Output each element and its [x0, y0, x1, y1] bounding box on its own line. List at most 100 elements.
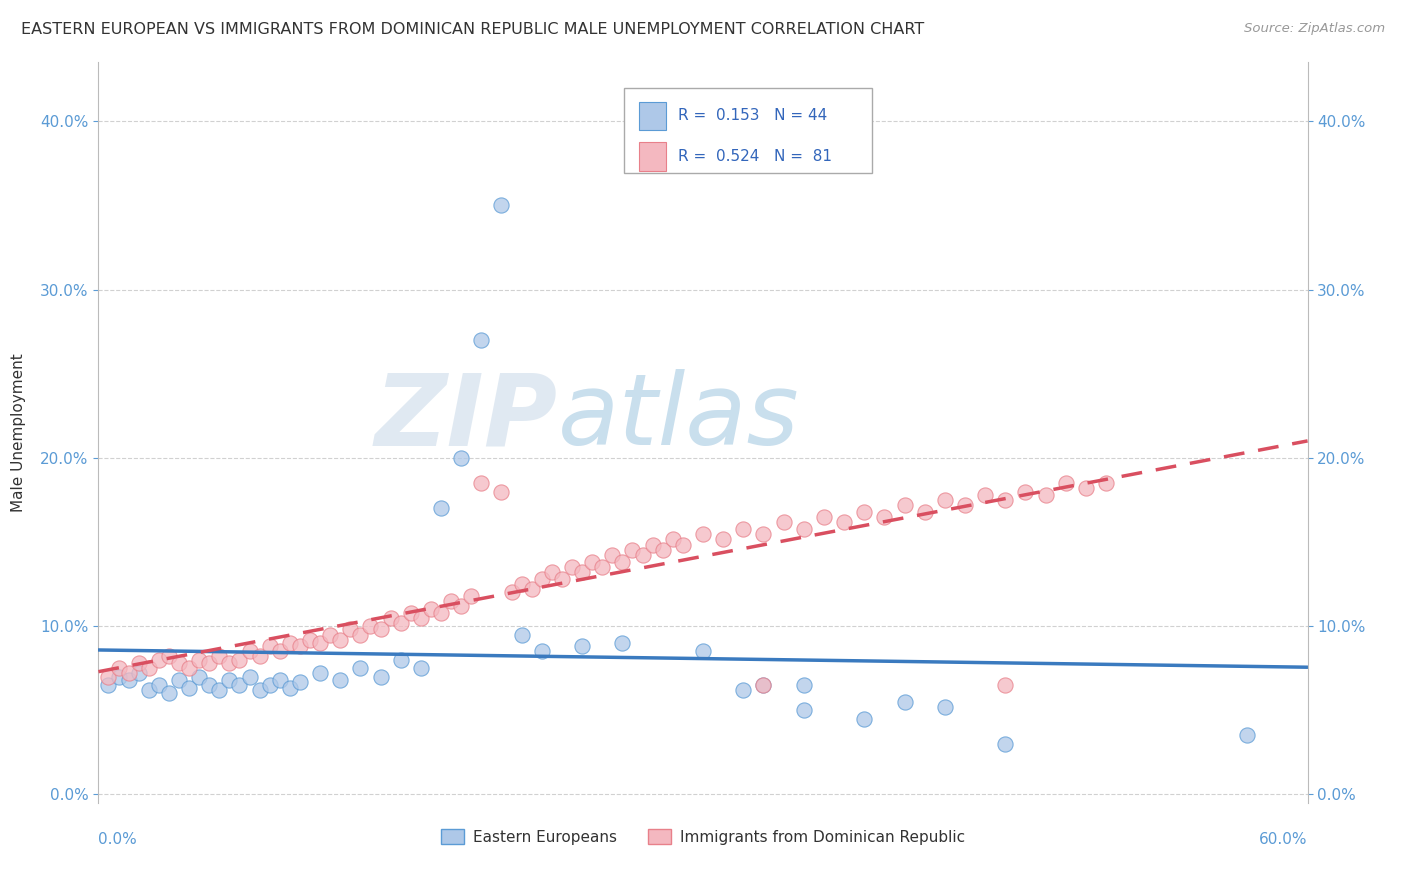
Point — [188, 670, 211, 684]
Point — [97, 678, 120, 692]
Point — [380, 610, 402, 624]
Point — [107, 670, 129, 684]
FancyBboxPatch shape — [638, 102, 665, 130]
Point — [470, 333, 492, 347]
Point — [661, 532, 683, 546]
Point — [239, 670, 262, 684]
Point — [752, 678, 775, 692]
Point — [118, 673, 141, 687]
Point — [793, 703, 815, 717]
Point — [309, 666, 332, 681]
Point — [430, 606, 453, 620]
Point — [530, 572, 553, 586]
Text: EASTERN EUROPEAN VS IMMIGRANTS FROM DOMINICAN REPUBLIC MALE UNEMPLOYMENT CORRELA: EASTERN EUROPEAN VS IMMIGRANTS FROM DOMI… — [21, 22, 924, 37]
Point — [571, 640, 593, 654]
Point — [1074, 481, 1097, 495]
Point — [239, 644, 262, 658]
Point — [893, 498, 915, 512]
Point — [107, 661, 129, 675]
Point — [561, 560, 583, 574]
Point — [1054, 476, 1077, 491]
Point — [188, 653, 211, 667]
Point — [994, 492, 1017, 507]
Point — [329, 632, 352, 647]
Point — [1236, 729, 1258, 743]
Point — [470, 476, 492, 491]
Point — [138, 661, 160, 675]
Point — [278, 681, 301, 696]
Text: atlas: atlas — [558, 369, 800, 467]
Point — [631, 549, 654, 563]
Point — [389, 615, 412, 630]
Point — [893, 695, 915, 709]
Point — [440, 594, 463, 608]
Point — [733, 683, 755, 698]
Point — [510, 577, 533, 591]
Point — [157, 649, 180, 664]
Point — [813, 509, 835, 524]
Point — [540, 566, 562, 580]
Point — [349, 661, 371, 675]
Point — [953, 498, 976, 512]
Point — [752, 678, 775, 692]
Point — [370, 623, 392, 637]
Text: 60.0%: 60.0% — [1260, 832, 1308, 847]
Point — [409, 661, 432, 675]
Point — [832, 515, 855, 529]
Point — [167, 656, 190, 670]
Point — [1095, 476, 1118, 491]
Point — [409, 610, 432, 624]
Point — [288, 674, 311, 689]
Point — [612, 555, 634, 569]
Point — [278, 636, 301, 650]
Y-axis label: Male Unemployment: Male Unemployment — [11, 353, 27, 512]
Point — [612, 636, 634, 650]
Point — [309, 636, 332, 650]
Point — [450, 450, 472, 465]
Point — [793, 522, 815, 536]
Point — [299, 632, 322, 647]
Point — [853, 712, 876, 726]
Text: 0.0%: 0.0% — [98, 832, 138, 847]
Text: ZIP: ZIP — [375, 369, 558, 467]
Point — [641, 538, 664, 552]
FancyBboxPatch shape — [624, 88, 872, 173]
Point — [259, 678, 281, 692]
Point — [1035, 488, 1057, 502]
Point — [530, 644, 553, 658]
Point — [259, 640, 281, 654]
Point — [733, 522, 755, 536]
Point — [138, 683, 160, 698]
Point — [651, 543, 673, 558]
Point — [460, 589, 482, 603]
Point — [157, 686, 180, 700]
Point — [994, 678, 1017, 692]
Point — [208, 683, 231, 698]
Point — [551, 572, 574, 586]
Text: Source: ZipAtlas.com: Source: ZipAtlas.com — [1244, 22, 1385, 36]
Point — [672, 538, 695, 552]
Point — [994, 737, 1017, 751]
Point — [319, 627, 342, 641]
Point — [591, 560, 613, 574]
Point — [752, 526, 775, 541]
Point — [128, 656, 150, 670]
Point — [198, 656, 221, 670]
Point — [218, 673, 240, 687]
Point — [218, 656, 240, 670]
Point — [179, 661, 201, 675]
Point — [692, 526, 714, 541]
Point — [339, 623, 361, 637]
Point — [228, 653, 250, 667]
Point — [793, 678, 815, 692]
Point — [711, 532, 734, 546]
Point — [621, 543, 644, 558]
Point — [198, 678, 221, 692]
Point — [179, 681, 201, 696]
Point — [389, 653, 412, 667]
Point — [934, 699, 956, 714]
Point — [914, 505, 936, 519]
Legend: Eastern Europeans, Immigrants from Dominican Republic: Eastern Europeans, Immigrants from Domin… — [434, 823, 972, 851]
Point — [167, 673, 190, 687]
Point — [450, 599, 472, 613]
